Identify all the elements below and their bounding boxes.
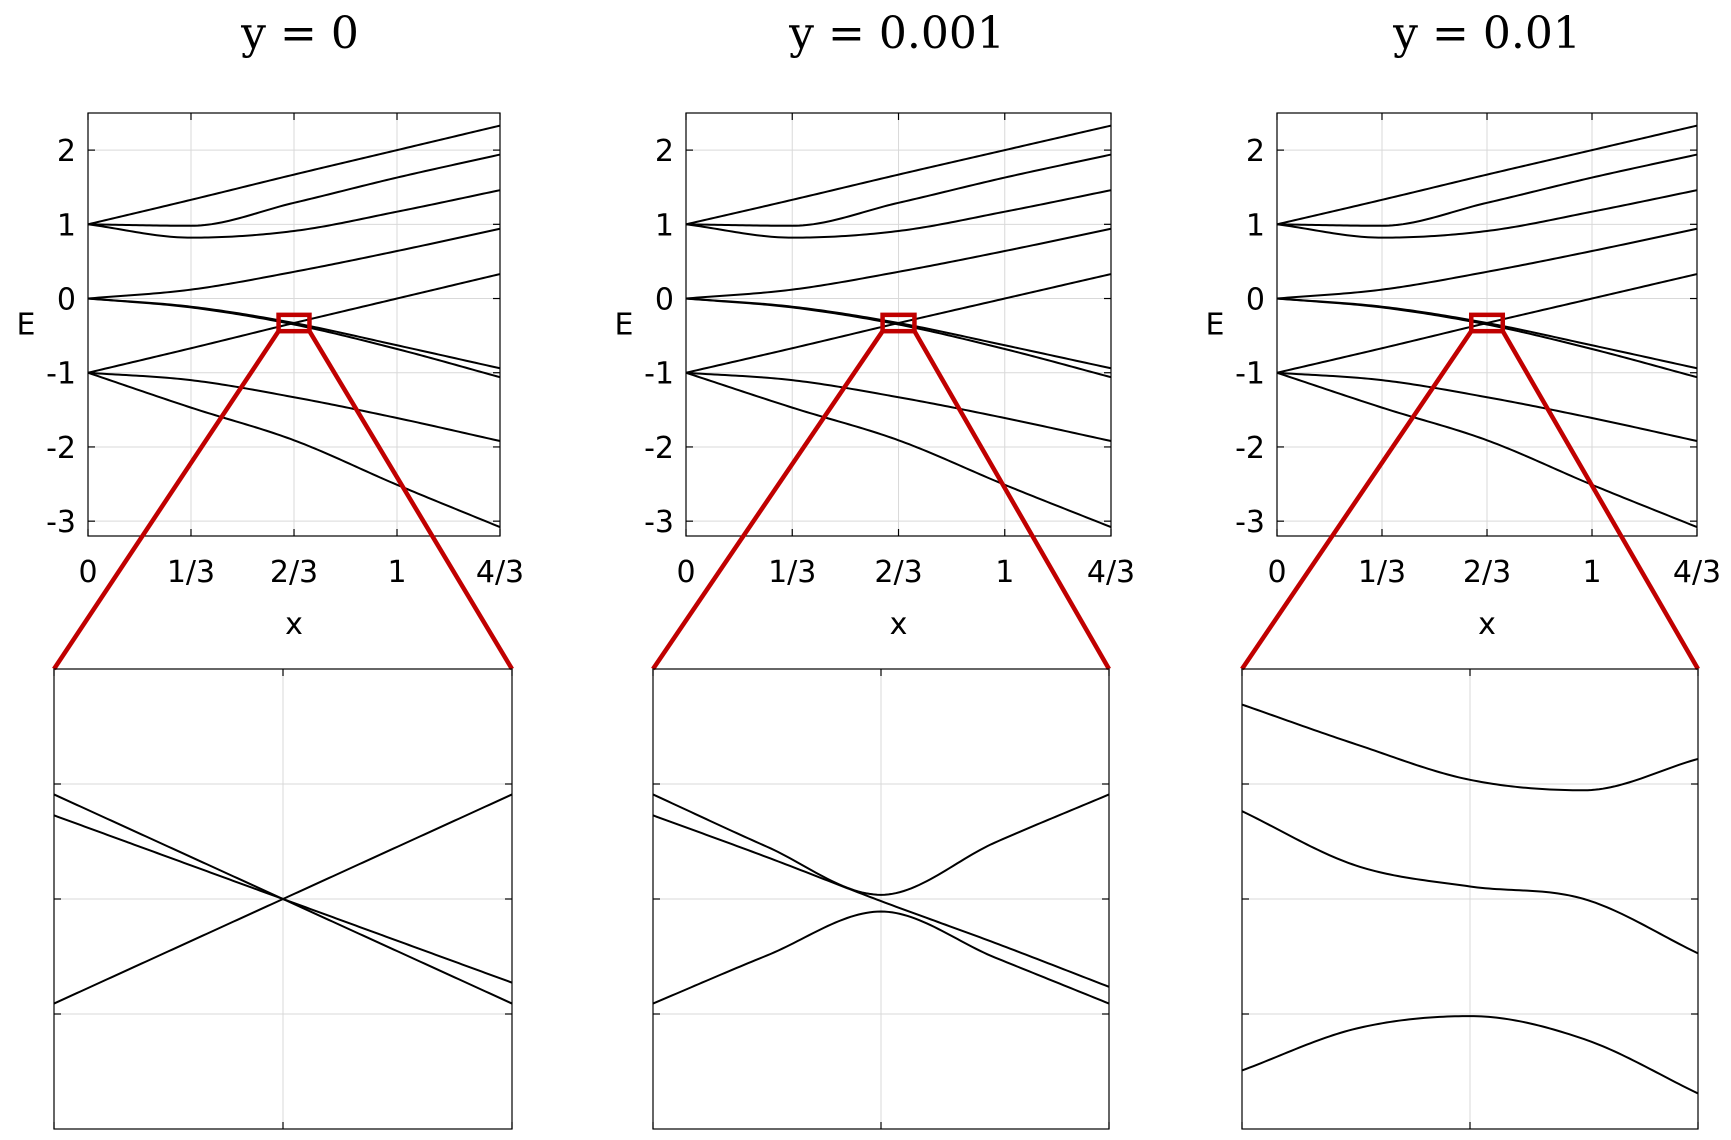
series-line-1 [87,124,501,226]
x-tick-label: 1/3 [1358,555,1406,590]
zoom-connector-right [912,330,1111,671]
x-tick-label: 4/3 [1087,555,1135,590]
y-tick-label: -2 [644,431,674,466]
zoom-connector-right [1500,330,1700,671]
y-axis-label: E [615,308,634,343]
inset-series-line-3 [1241,1015,1699,1095]
zoom-box [880,312,917,334]
inset-panel [53,668,513,1130]
zoom-connector-left [1240,329,1474,671]
x-tick-label: 2/3 [270,555,318,590]
x-axis-label: x [1478,607,1496,642]
x-tick-label: 0 [78,555,97,590]
zoom-connector-left [651,329,885,671]
panel-title: y = 0.01 [1392,8,1581,59]
x-tick-label: 1 [995,555,1014,590]
y-tick-label: 1 [655,208,674,243]
x-tick-label: 1 [387,555,406,590]
y-tick-label: -1 [46,357,76,392]
y-axis-label: E [1206,308,1225,343]
zoom-connector-right [307,330,514,671]
x-tick-label: 0 [676,555,695,590]
plot-frame [87,112,501,537]
series-line-3 [1276,189,1698,239]
y-tick-label: 1 [1246,208,1265,243]
panel-title: y = 0 [240,8,359,59]
series-line-4 [1276,227,1698,300]
y-tick-label: 0 [57,283,76,318]
y-tick-label: -3 [46,505,76,540]
inset-panel [652,668,1110,1130]
inset-series-line-1 [1241,703,1699,792]
series-line-2 [685,153,1112,227]
inset-frame [53,668,513,1130]
x-tick-label: 2/3 [1463,555,1511,590]
series-line-4 [685,227,1112,300]
panel-1: y = 0 0 1/3 2/3 1 4/3 2 1 0 -1 -2 -3 x E [17,8,524,1130]
inset-panel [1241,668,1699,1130]
x-tick-label: 4/3 [476,555,524,590]
y-tick-label: 1 [57,208,76,243]
x-tick-label: 1/3 [768,555,816,590]
plot-frame [1276,112,1698,537]
plot-frame [685,112,1112,537]
inset-series-line-3 [53,793,513,1005]
y-tick-label: -2 [46,431,76,466]
x-axis-label: x [285,607,303,642]
y-axis-label: E [17,308,36,343]
series-line-3 [685,189,1112,239]
series-line-3 [87,189,501,239]
inset-frame [1241,668,1699,1130]
panel-2: y = 0.001 0 1/3 2/3 1 4/3 2 1 0 -1 -2 -3 x E [615,8,1135,1130]
x-tick-label: 2/3 [874,555,922,590]
y-tick-label: -1 [644,357,674,392]
y-tick-label: -3 [644,505,674,540]
x-tick-label: 1 [1582,555,1601,590]
inset-series-line-3 [652,910,1110,1005]
series-line-9 [87,371,501,529]
x-tick-label: 1/3 [167,555,215,590]
inset-series-line-2 [1241,810,1699,955]
panel-title: y = 0.001 [788,8,1005,59]
series-line-8 [87,371,501,442]
series-line-7 [1276,297,1698,379]
x-tick-label: 0 [1267,555,1286,590]
series-line-4 [87,227,501,300]
y-tick-label: 2 [1246,134,1265,169]
panel-3: y = 0.01 0 1/3 2/3 1 4/3 2 1 0 -1 -2 -3 x E [1206,8,1721,1130]
series-line-1 [685,124,1112,226]
y-tick-label: -1 [1235,357,1265,392]
inset-series-line-2 [652,814,1110,988]
inset-series-line-1 [652,793,1110,896]
series-line-7 [685,297,1112,379]
x-tick-label: 4/3 [1673,555,1721,590]
x-axis-label: x [890,607,908,642]
zoom-box [1469,312,1506,334]
y-tick-label: -3 [1235,505,1265,540]
y-tick-label: 2 [655,134,674,169]
y-tick-label: 0 [1246,283,1265,318]
series-line-1 [1276,124,1698,226]
y-tick-label: -2 [1235,431,1265,466]
series-line-7 [87,297,501,379]
zoom-box [276,312,312,334]
y-tick-label: 0 [655,283,674,318]
zoom-connector-left [52,329,281,671]
series-line-2 [1276,153,1698,227]
series-line-8 [1276,371,1698,442]
y-tick-label: 2 [57,134,76,169]
series-line-9 [685,371,1112,529]
series-line-2 [87,153,501,227]
series-line-9 [1276,371,1698,529]
series-line-8 [685,371,1112,442]
inset-frame [652,668,1110,1130]
